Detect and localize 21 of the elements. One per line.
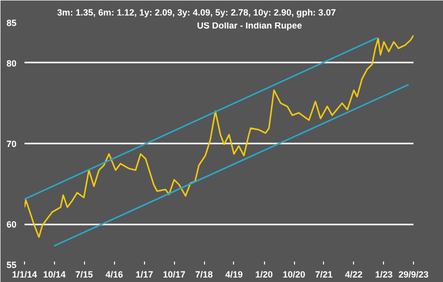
y-tick-label: 60 xyxy=(6,220,17,230)
y-tick-label: 85 xyxy=(6,18,17,28)
x-tick-label: 7/18 xyxy=(195,270,213,280)
x-tick-label: 1/20 xyxy=(255,270,273,280)
x-tick-label: 29/9/23 xyxy=(398,270,429,280)
x-tick-label: 4/19 xyxy=(225,270,243,280)
x-tick-label: 1/1/14 xyxy=(12,270,38,280)
x-tick-label: 10/14 xyxy=(43,270,66,280)
x-tick-label: 1/17 xyxy=(136,270,154,280)
x-tick-label: 4/22 xyxy=(345,270,363,280)
x-tick-label: 10/20 xyxy=(282,270,306,280)
x-tick-label: 10/17 xyxy=(162,270,186,280)
x-tick-label: 7/21 xyxy=(315,270,333,280)
text: 3m: 1.35, 6m: 1.12, 1y: 2.09, 3y: 4.09, 5y: 2.78, 10y: 2.90, gph: 3.07 xyxy=(57,8,336,18)
x-tick-label: 7/15 xyxy=(75,270,93,280)
y-tick-label: 80 xyxy=(6,58,17,68)
y-tick-label: 55 xyxy=(6,260,17,270)
line-series xyxy=(24,34,414,238)
x-tick-label: 1/23 xyxy=(375,270,393,280)
y-tick-label: 70 xyxy=(6,139,17,149)
x-tick-label: 4/16 xyxy=(106,270,124,280)
